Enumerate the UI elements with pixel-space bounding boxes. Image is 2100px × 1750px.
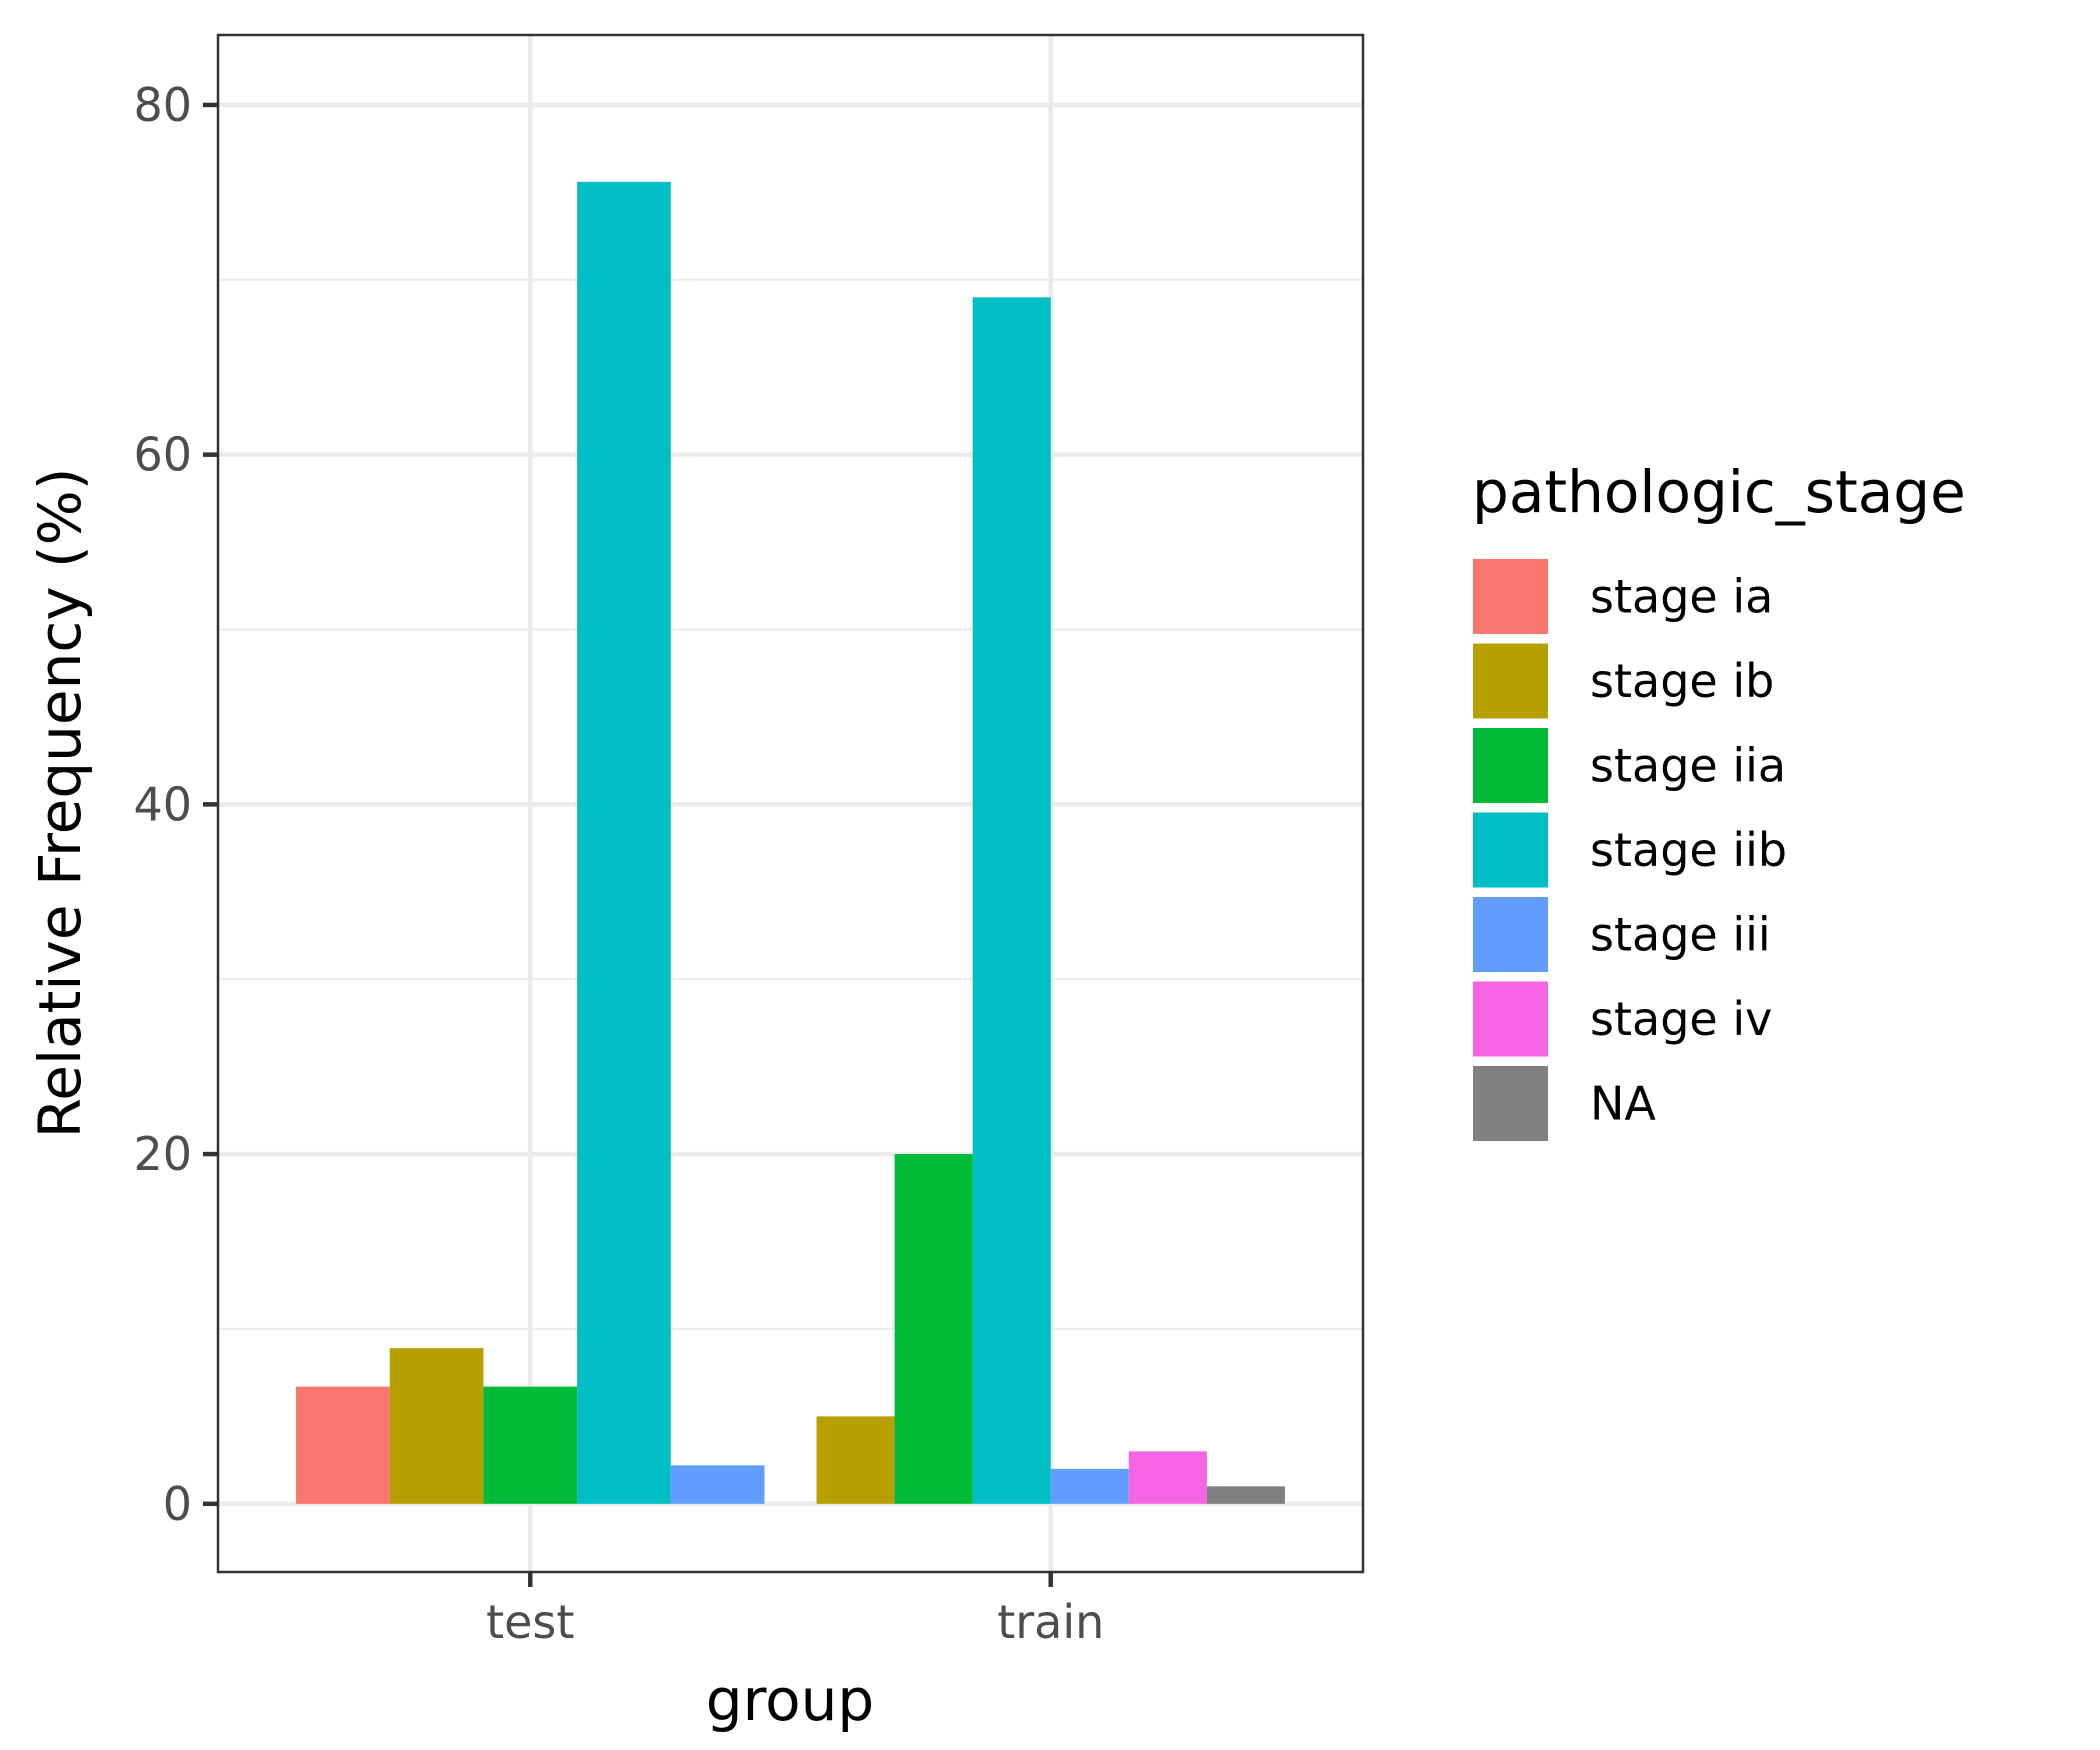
bar-test-stage-ib	[389, 1348, 484, 1504]
legend-key-stage-iia	[1471, 726, 1550, 805]
y-tick-label: 60	[133, 428, 192, 482]
x-tick-label: test	[486, 1595, 574, 1649]
legend-key-stage-iii	[1471, 895, 1550, 974]
y-tick-label: 0	[163, 1477, 192, 1531]
legend-key-stage-ia	[1471, 557, 1550, 636]
bar-train-stage-ib	[816, 1416, 895, 1504]
bar-test-stage-iii	[670, 1465, 765, 1504]
bar-train-NA	[1206, 1486, 1285, 1504]
legend-key-stage-iv	[1471, 979, 1550, 1059]
x-tick-label: train	[997, 1595, 1104, 1649]
x-axis-title: group	[706, 1666, 874, 1734]
bar-train-stage-iv	[1128, 1451, 1207, 1504]
legend-label: stage iib	[1590, 823, 1787, 877]
legend-label: NA	[1590, 1077, 1656, 1131]
y-tick-label: 80	[133, 78, 192, 132]
legend-label: stage iia	[1590, 739, 1786, 793]
legend-label: stage ia	[1590, 570, 1773, 624]
legend-key-stage-ib	[1471, 641, 1550, 721]
bar-test-stage-iib	[577, 181, 671, 1504]
legend: pathologic_stage stage ia stage ib stage i…	[1471, 458, 1966, 1143]
legend-label: stage ib	[1590, 654, 1774, 708]
legend-label: stage iv	[1590, 992, 1772, 1046]
legend-key-NA	[1471, 1064, 1550, 1143]
axes: 0 20 40 60 80 test train	[133, 78, 1104, 1649]
bar-test-stage-ia	[296, 1386, 390, 1504]
bar-train-stage-iia	[894, 1154, 973, 1504]
legend-key-stage-iib	[1471, 810, 1550, 890]
legend-label: stage iii	[1590, 908, 1771, 962]
y-axis-title: Relative Frequency (%)	[26, 468, 94, 1139]
legend-title: pathologic_stage	[1472, 458, 1966, 526]
bars	[296, 181, 1285, 1504]
bar-test-stage-iia	[483, 1386, 578, 1504]
grid	[218, 35, 1363, 1572]
bar-train-stage-iib	[972, 297, 1051, 1504]
y-tick-label: 20	[133, 1127, 192, 1181]
y-tick-label: 40	[133, 777, 192, 831]
bar-train-stage-iii	[1050, 1468, 1129, 1504]
